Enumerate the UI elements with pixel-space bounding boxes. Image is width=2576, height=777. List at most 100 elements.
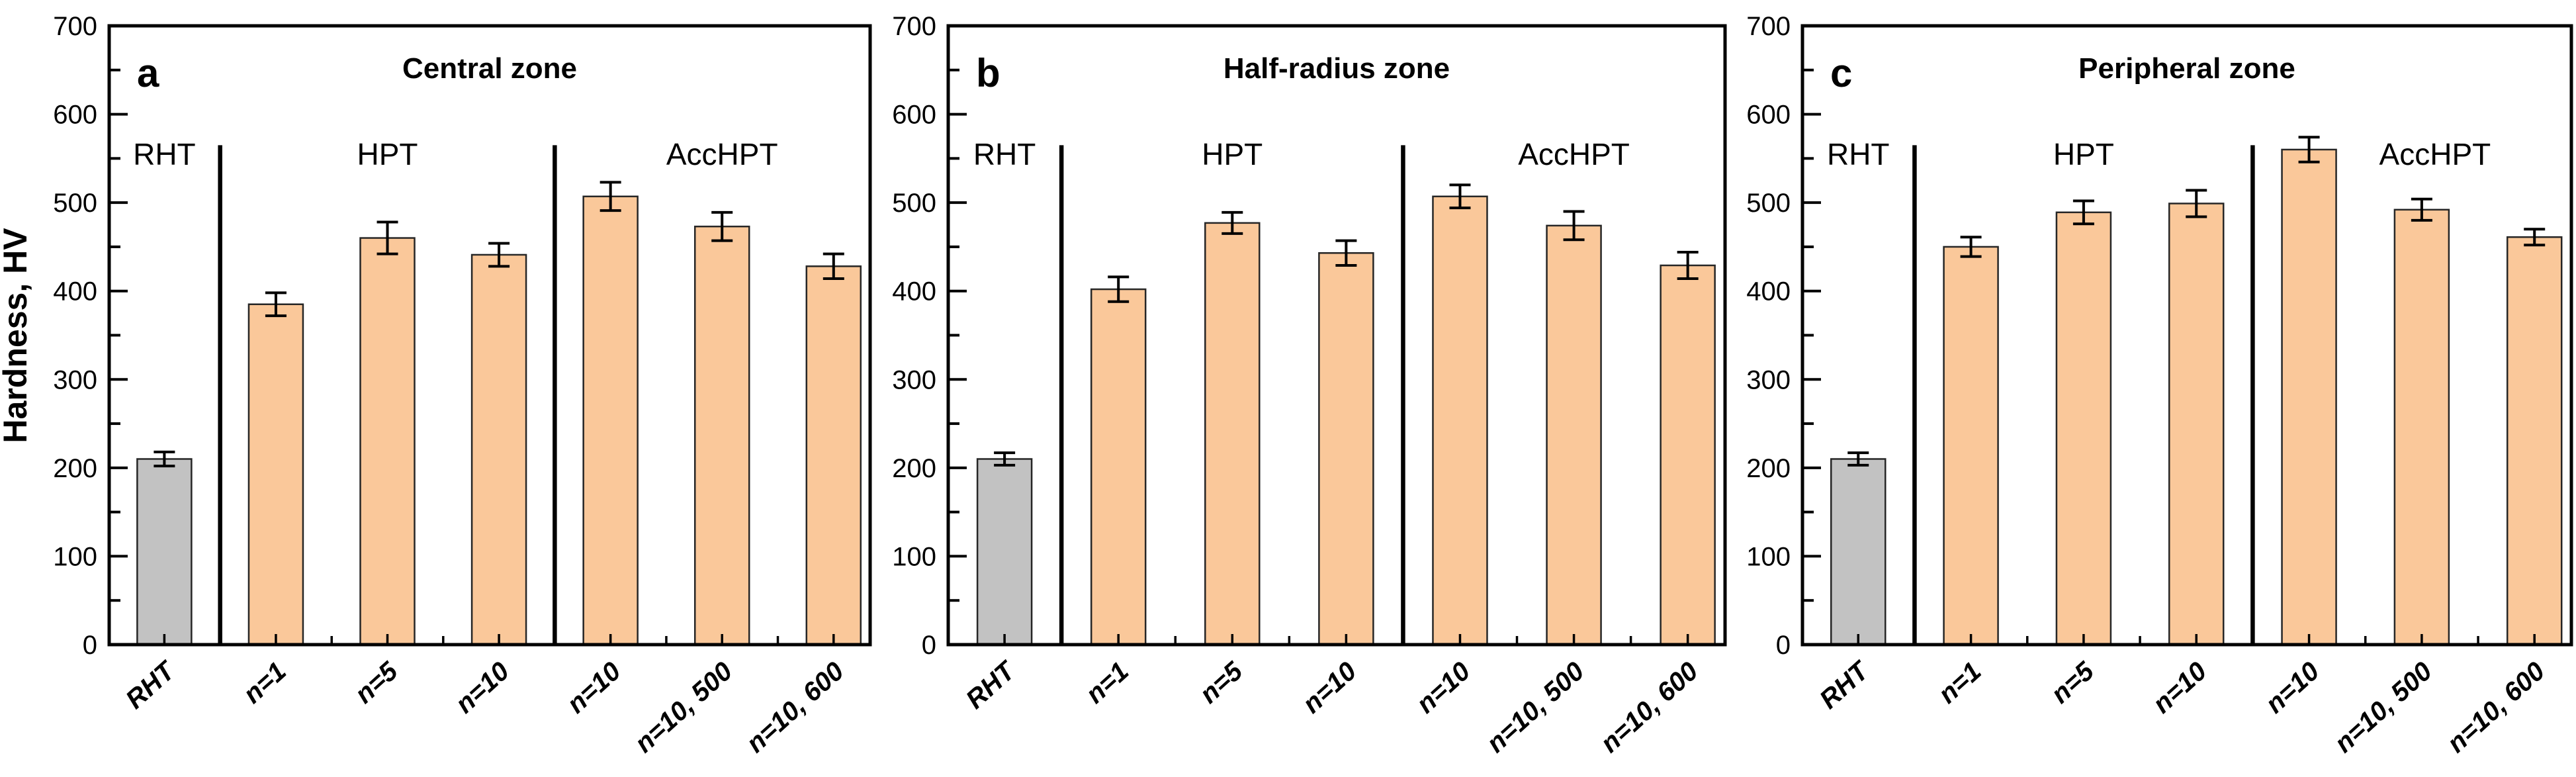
y-tick-label: 600 [892,101,936,130]
y-tick-label: 700 [1746,12,1791,41]
bar-n=10, 500 [693,225,750,646]
bar-n=10, 600 [1660,264,1716,646]
y-tick-label: 100 [1746,542,1791,571]
error-bar [1221,210,1243,235]
error-bar [600,181,621,212]
panel-title: Half-radius zone [1223,52,1450,85]
error-bar [1677,250,1699,281]
error-bar [711,210,733,242]
y-tick-label: 0 [1776,631,1791,660]
x-tick-label: n=10 [1411,657,1476,719]
panel-title: Central zone [402,52,577,85]
y-tick-label: 200 [53,454,97,483]
y-tick-label: 300 [1746,365,1791,394]
plot-frame [946,24,1727,647]
y-tick-label: 400 [1746,277,1791,306]
error-bar [2524,228,2546,247]
panel-b: 0 100 200 300 400 500 600 700 b Half-radius zone R… [892,12,1727,758]
panel-letter: a [137,51,159,95]
plot-frame [1800,24,2573,647]
group-label-RHT: RHT [1827,137,1890,171]
error-bar [488,242,510,268]
error-bar [2186,189,2207,218]
y-tick-label: 500 [53,189,97,218]
x-tick-label: n=10, 500 [2329,657,2438,758]
bar-n=1 [1090,288,1147,646]
y-tick-label: 700 [53,12,97,41]
x-tick-label: n=10 [562,657,627,719]
x-tick-label: RHT [120,655,182,715]
group-label-HPT: HPT [357,137,418,171]
x-tick-label: n=10 [2260,657,2325,719]
bar-n=10, 600 [2506,236,2563,646]
x-tick-label: n=5 [2045,656,2100,709]
panel-title: Peripheral zone [2078,52,2295,85]
x-tick-label: n=10, 600 [741,657,850,758]
x-tick-label: n=10 [1297,657,1362,719]
bar-n=10 [1432,195,1488,646]
bar-n=10, 500 [2393,208,2450,646]
group-label-AccHPT: AccHPT [2379,137,2491,171]
x-tick-label: n=10, 500 [629,657,738,758]
error-bar [1335,239,1357,267]
x-tick-label: n=10, 600 [2442,657,2550,758]
bar-n=10 [2281,148,2337,646]
x-tick-label: n=10 [2147,657,2212,719]
y-tick-label: 0 [83,631,97,660]
x-tick-label: n=5 [349,656,404,709]
error-bar [2298,136,2320,163]
bar-n=10 [2168,203,2225,646]
y-tick-label: 600 [53,101,97,130]
bar-n=1 [1943,246,1999,646]
x-tick-label: n=10 [450,657,515,719]
error-bar [1449,183,1471,210]
bar-RHT [976,458,1033,646]
x-tick-label: RHT [961,655,1022,715]
x-tick-label: n=10, 600 [1595,657,1704,758]
x-tick-label: n=1 [238,657,291,709]
bar-n=5 [1204,222,1261,646]
error-bar [154,450,175,468]
y-tick-label: 400 [892,277,936,306]
error-bar [1108,275,1130,303]
group-label-AccHPT: AccHPT [666,137,778,171]
x-tick-label: n=1 [1933,657,1986,709]
x-tick-label: n=1 [1081,657,1134,709]
error-bar [2411,197,2432,222]
error-bar [1563,210,1585,242]
x-tick-label: n=5 [1194,656,1249,709]
y-tick-label: 700 [892,12,936,41]
group-label-RHT: RHT [133,137,196,171]
y-tick-label: 500 [892,189,936,218]
y-tick-label: 0 [922,631,936,660]
plot-frame [107,24,872,647]
bar-n=10 [1318,252,1374,646]
bar-n=10, 600 [805,265,862,646]
bar-n=5 [359,237,416,646]
bar-RHT [136,458,193,646]
bar-RHT [1830,458,1887,646]
y-tick-label: 200 [892,454,936,483]
group-label-HPT: HPT [2053,137,2114,171]
panel-letter: b [976,51,1000,95]
group-label-RHT: RHT [973,137,1036,171]
bar-n=10 [582,195,639,646]
x-tick-label: n=10, 500 [1481,657,1589,758]
error-bar [2072,199,2094,226]
bar-n=10 [470,253,527,646]
error-bar [994,451,1016,467]
y-tick-label: 200 [1746,454,1791,483]
group-label-AccHPT: AccHPT [1518,137,1630,171]
error-bar [822,252,844,281]
y-tick-label: 300 [53,365,97,394]
error-bar [377,220,398,255]
panel-c: 0 100 200 300 400 500 600 700 c Peripheral zone RH… [1746,12,2573,758]
y-tick-label: 300 [892,365,936,394]
bar-n=5 [2055,211,2112,646]
bar-n=1 [247,303,304,646]
y-tick-label: 100 [53,542,97,571]
y-tick-label: 400 [53,277,97,306]
x-tick-label: RHT [1814,655,1876,715]
